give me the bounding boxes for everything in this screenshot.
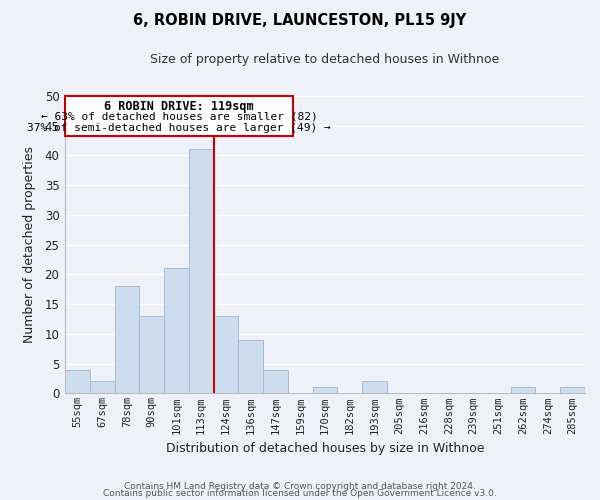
Bar xyxy=(115,286,139,394)
Bar xyxy=(560,388,585,394)
Bar xyxy=(65,370,90,394)
Title: Size of property relative to detached houses in Withnoe: Size of property relative to detached ho… xyxy=(151,52,500,66)
Bar xyxy=(189,150,214,394)
X-axis label: Distribution of detached houses by size in Withnoe: Distribution of detached houses by size … xyxy=(166,442,484,455)
Bar xyxy=(313,388,337,394)
Text: 6, ROBIN DRIVE, LAUNCESTON, PL15 9JY: 6, ROBIN DRIVE, LAUNCESTON, PL15 9JY xyxy=(133,12,467,28)
Text: 6 ROBIN DRIVE: 119sqm: 6 ROBIN DRIVE: 119sqm xyxy=(104,100,254,113)
Text: ← 63% of detached houses are smaller (82): ← 63% of detached houses are smaller (82… xyxy=(41,112,317,122)
Text: Contains HM Land Registry data © Crown copyright and database right 2024.: Contains HM Land Registry data © Crown c… xyxy=(124,482,476,491)
Bar xyxy=(263,370,288,394)
Text: 37% of semi-detached houses are larger (49) →: 37% of semi-detached houses are larger (… xyxy=(27,122,331,132)
Bar xyxy=(90,382,115,394)
Bar xyxy=(139,316,164,394)
Bar xyxy=(511,388,535,394)
FancyBboxPatch shape xyxy=(65,96,293,136)
Bar xyxy=(238,340,263,394)
Bar xyxy=(362,382,387,394)
Bar xyxy=(164,268,189,394)
Y-axis label: Number of detached properties: Number of detached properties xyxy=(23,146,36,343)
Text: Contains public sector information licensed under the Open Government Licence v3: Contains public sector information licen… xyxy=(103,490,497,498)
Bar xyxy=(214,316,238,394)
